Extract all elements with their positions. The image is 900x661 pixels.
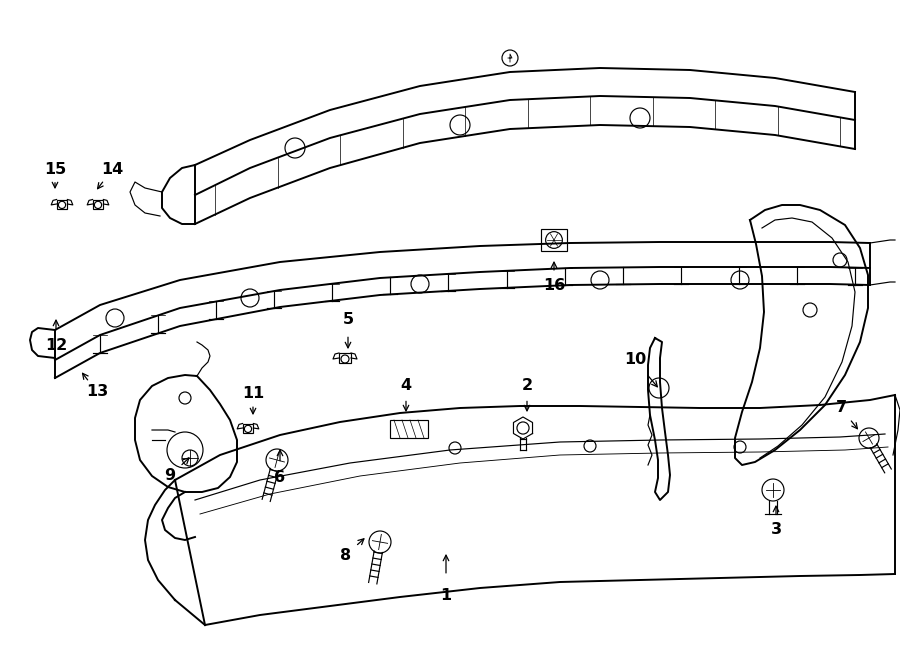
Text: 8: 8 bbox=[340, 547, 352, 563]
Text: 11: 11 bbox=[242, 385, 264, 401]
FancyBboxPatch shape bbox=[541, 229, 567, 251]
Text: 1: 1 bbox=[440, 588, 452, 603]
Text: 4: 4 bbox=[400, 377, 411, 393]
Text: 5: 5 bbox=[342, 313, 354, 327]
Text: 6: 6 bbox=[274, 471, 285, 485]
FancyBboxPatch shape bbox=[57, 200, 68, 208]
Text: 12: 12 bbox=[45, 338, 68, 354]
Text: 10: 10 bbox=[624, 352, 646, 368]
FancyBboxPatch shape bbox=[339, 353, 351, 363]
Text: 3: 3 bbox=[770, 522, 781, 537]
Text: 9: 9 bbox=[165, 469, 176, 483]
Text: 13: 13 bbox=[86, 385, 108, 399]
Text: 2: 2 bbox=[521, 377, 533, 393]
FancyBboxPatch shape bbox=[390, 420, 428, 438]
Text: 15: 15 bbox=[44, 163, 66, 178]
FancyBboxPatch shape bbox=[243, 424, 254, 432]
Text: 14: 14 bbox=[101, 163, 123, 178]
Text: 7: 7 bbox=[835, 401, 847, 416]
FancyBboxPatch shape bbox=[93, 200, 104, 208]
Text: 16: 16 bbox=[543, 278, 565, 293]
